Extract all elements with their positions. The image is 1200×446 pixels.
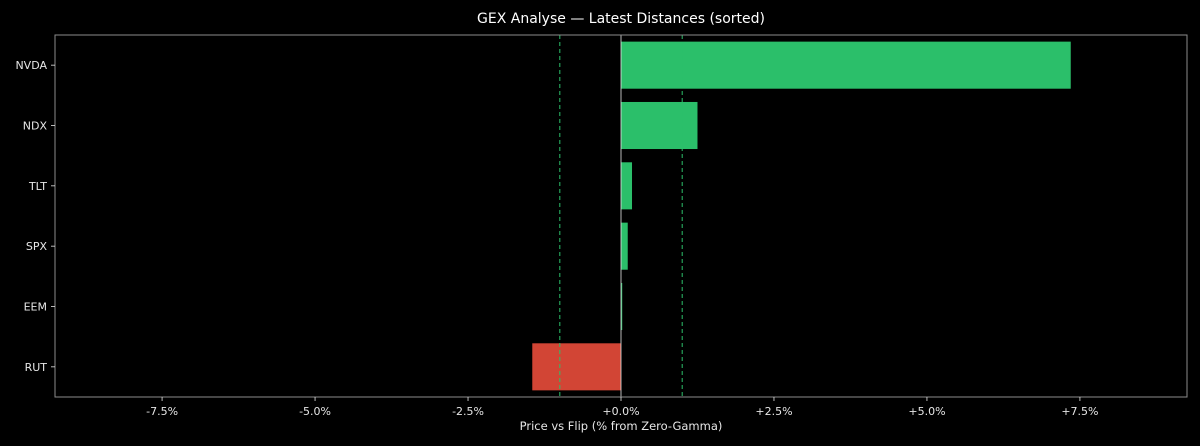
x-tick-label: +7.5% (1061, 405, 1098, 418)
x-tick-label: +2.5% (755, 405, 792, 418)
y-tick-label-tlt: TLT (28, 180, 47, 193)
y-tick-label-rut: RUT (25, 361, 48, 374)
x-tick-label: -2.5% (452, 405, 484, 418)
plot-area (532, 35, 1071, 397)
y-tick-label-spx: SPX (26, 240, 48, 253)
x-tick-label: +5.0% (908, 405, 945, 418)
x-tick-label: +0.0% (602, 405, 639, 418)
x-tick-label: -5.0% (299, 405, 331, 418)
bar-eem (621, 282, 623, 331)
chart-title: GEX Analyse — Latest Distances (sorted) (477, 11, 765, 27)
x-tick-label: -7.5% (146, 405, 178, 418)
bar-rut (532, 343, 621, 391)
bar-nvda (621, 41, 1071, 89)
bar-ndx (621, 101, 698, 150)
x-axis-label: Price vs Flip (% from Zero-Gamma) (520, 419, 723, 433)
bar-tlt (621, 162, 633, 210)
y-tick-label-nvda: NVDA (15, 59, 47, 72)
bar-spx (621, 222, 628, 270)
y-tick-label-ndx: NDX (23, 120, 48, 133)
y-tick-label-eem: EEM (24, 301, 47, 314)
